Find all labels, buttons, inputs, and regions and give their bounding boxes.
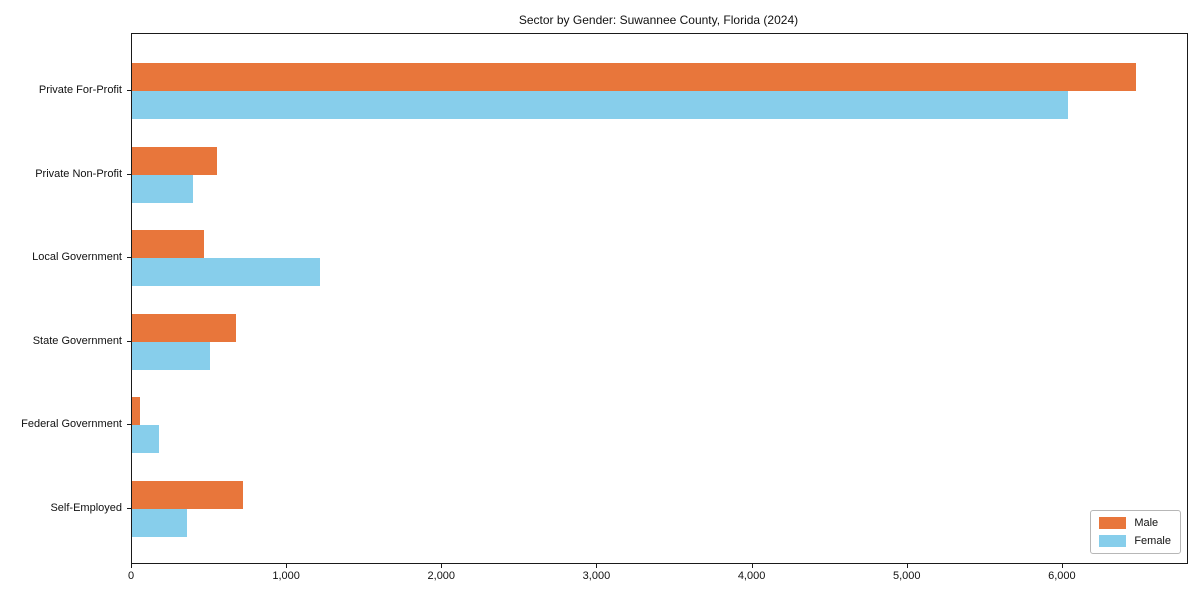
ytick-mark — [127, 173, 131, 175]
ytick-label-state-government: State Government — [32, 334, 122, 347]
bar-male-state-government — [132, 313, 236, 342]
xtick-label-3-000: 3,000 — [582, 570, 611, 582]
xtick-mark — [441, 564, 443, 568]
ytick-mark — [127, 90, 131, 91]
ytick-label-local-government: Local Government — [32, 251, 122, 264]
bars-layer — [132, 34, 1187, 563]
bar-male-private-for-profit — [132, 63, 1136, 91]
xtick-label-5-000: 5,000 — [892, 570, 921, 582]
bar-male-self-employed — [132, 481, 243, 509]
xtick-label-1-000: 1,000 — [272, 570, 300, 582]
legend-entry-male: Male — [1099, 517, 1171, 529]
male-color-swatch — [1099, 517, 1127, 529]
bar-female-private-for-profit — [132, 91, 1068, 119]
xtick-mark — [1061, 564, 1063, 568]
legend: Male Female — [1090, 510, 1181, 554]
bar-male-private-non-profit — [132, 146, 218, 175]
xtick-label-4-000: 4,000 — [737, 570, 766, 582]
ytick-mark — [127, 257, 131, 259]
legend-label-female: Female — [1134, 535, 1171, 547]
ytick-label-federal-government: Federal Government — [21, 418, 122, 431]
ytick-label-private-for-profit: Private For-Profit — [38, 84, 122, 96]
xtick-label-2-000: 2,000 — [427, 570, 456, 582]
xtick-mark — [286, 564, 288, 568]
ytick-label-self-employed: Self-Employed — [50, 502, 122, 514]
xtick-mark — [131, 564, 132, 568]
ytick-mark — [127, 424, 131, 426]
bar-female-private-non-profit — [132, 174, 194, 203]
bar-female-self-employed — [132, 509, 188, 537]
legend-label-male: Male — [1134, 517, 1159, 529]
legend-entry-female: Female — [1099, 535, 1171, 547]
xtick-mark — [906, 564, 908, 568]
bar-male-local-government — [132, 230, 205, 259]
ytick-mark — [127, 508, 131, 509]
bar-female-local-government — [132, 258, 320, 287]
bar-male-federal-government — [132, 397, 140, 426]
xtick-mark — [751, 564, 753, 568]
xtick-label-0: 0 — [127, 570, 135, 582]
chart-title: Sector by Gender: Suwannee County, Flori… — [518, 13, 799, 27]
ytick-mark — [127, 340, 131, 342]
female-color-swatch — [1099, 535, 1127, 547]
xtick-label-6-000: 6,000 — [1048, 570, 1076, 582]
bar-female-state-government — [132, 341, 211, 370]
plot-area: Male Female — [131, 33, 1188, 564]
ytick-label-private-non-profit: Private Non-Profit — [35, 167, 122, 180]
xtick-mark — [596, 564, 598, 568]
bar-female-federal-government — [132, 425, 160, 454]
